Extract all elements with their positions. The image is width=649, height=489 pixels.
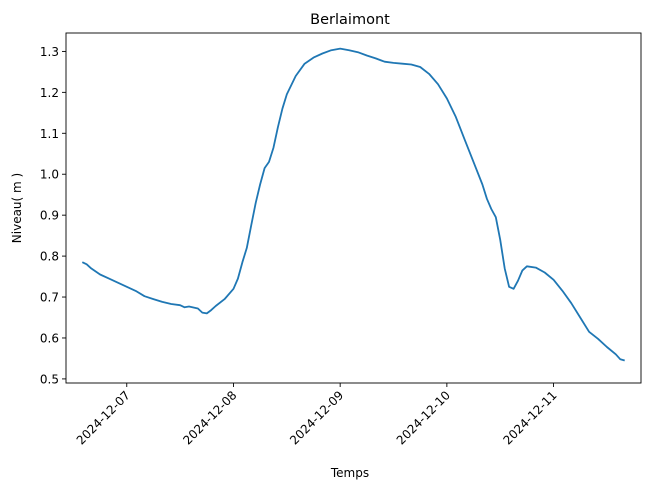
y-tick-label: 0.8 (40, 250, 59, 264)
y-tick-label: 0.6 (40, 331, 59, 345)
x-tick-label: 2024-12-09 (287, 388, 346, 447)
series-layer (81, 47, 625, 362)
series-line (81, 47, 625, 362)
chart-title: Berlaimont (310, 12, 390, 28)
x-tick-label: 2024-12-10 (394, 388, 453, 447)
y-tick-label: 0.9 (40, 209, 59, 223)
y-tick-label: 0.5 (40, 372, 59, 386)
y-tick-label: 0.7 (40, 291, 59, 305)
x-tick-label: 2024-12-11 (500, 388, 559, 447)
x-tick-label: 2024-12-07 (74, 388, 133, 447)
y-tick-label: 1.0 (40, 168, 59, 182)
x-tick-label: 2024-12-08 (180, 388, 239, 447)
x-axis-title: Temps (330, 466, 369, 480)
x-axis-ticks: 2024-12-07 2024-12-08 2024-12-09 2024-12-10… (74, 383, 560, 447)
y-axis-ticks: 0.5 0.6 0.7 0.8 0.9 1.0 1.1 1.2 1.3 (40, 45, 66, 386)
y-tick-label: 1.3 (40, 45, 59, 59)
y-tick-label: 1.2 (40, 86, 59, 100)
y-axis-title: Niveau( m ) (10, 173, 24, 243)
plot-frame (65, 32, 642, 384)
y-tick-label: 1.1 (40, 127, 59, 141)
